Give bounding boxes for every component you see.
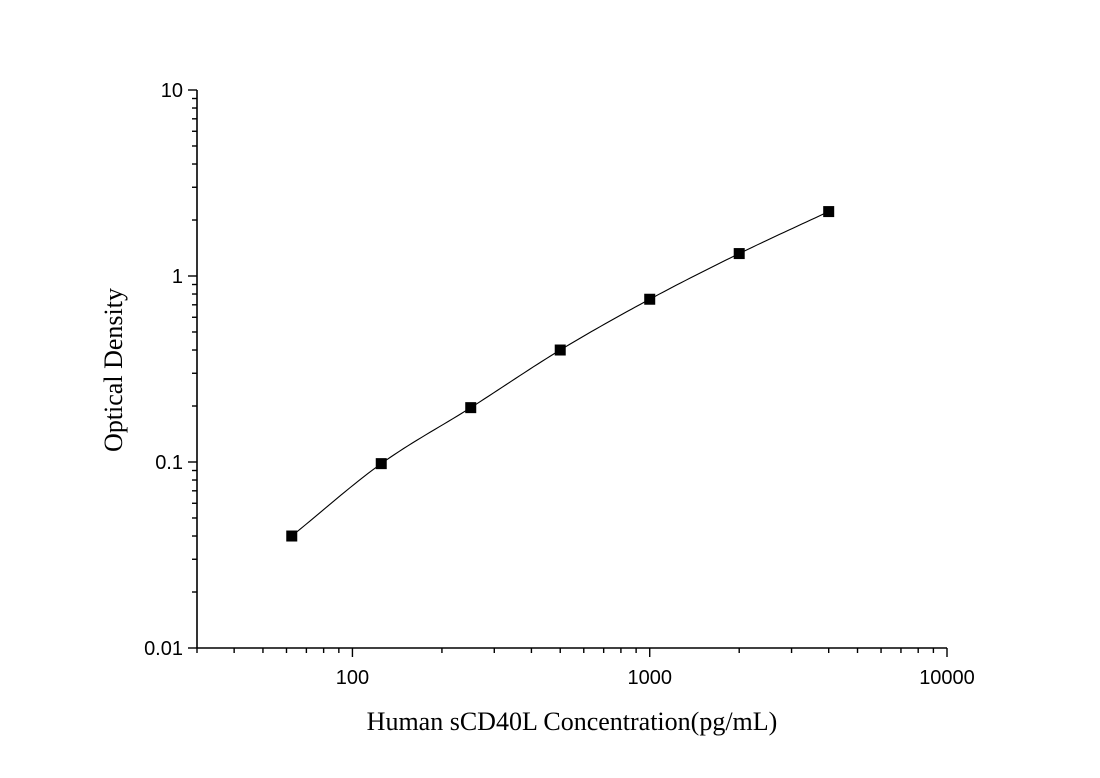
data-point	[375, 458, 387, 470]
data-point	[733, 248, 745, 260]
axes	[188, 89, 948, 657]
x-tick-label: 1000	[627, 667, 672, 689]
y-tick-label: 1	[172, 266, 183, 288]
x-tick-label: 10000	[919, 667, 975, 689]
fit-curve	[291, 211, 829, 537]
fit-curve-layer	[291, 211, 829, 537]
y-tick-label: 0.1	[155, 452, 183, 474]
y-axis-title: Optical Density	[99, 288, 128, 452]
data-points-layer	[286, 206, 835, 542]
y-tick-label: 0.01	[144, 638, 183, 660]
x-tick-label: 100	[336, 667, 369, 689]
tick-labels: 0.01 0.1 1 10 100 1000 10000	[144, 80, 975, 689]
x-axis-title: Human sCD40L Concentration(pg/mL)	[367, 707, 778, 736]
data-point	[554, 344, 566, 356]
data-point	[286, 530, 298, 542]
data-point	[823, 206, 835, 218]
data-point	[465, 402, 477, 414]
data-point	[644, 293, 656, 305]
y-tick-label: 10	[161, 80, 183, 102]
